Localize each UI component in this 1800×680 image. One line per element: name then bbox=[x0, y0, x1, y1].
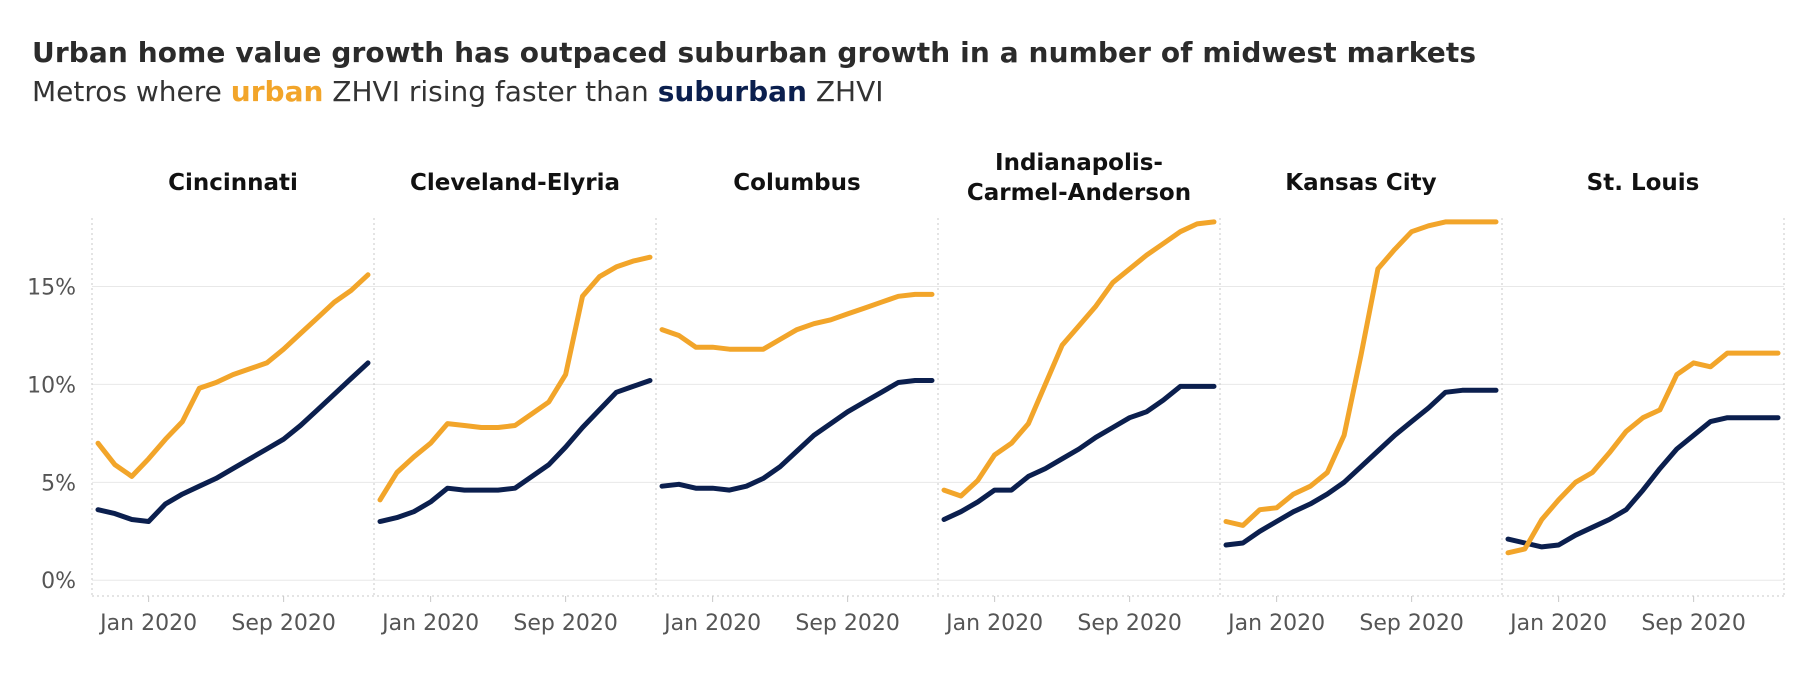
panel-title: Indianapolis- bbox=[995, 150, 1163, 176]
title-block: Urban home value growth has outpaced sub… bbox=[32, 36, 1476, 108]
x-tick-label: Sep 2020 bbox=[1077, 611, 1181, 636]
urban-series-line bbox=[95, 272, 371, 479]
panel-title: Carmel-Anderson bbox=[967, 180, 1191, 206]
urban-series-line bbox=[377, 254, 653, 503]
subtitle-suburban-word: suburban bbox=[657, 75, 807, 108]
x-tick-label: Sep 2020 bbox=[231, 611, 335, 636]
x-tick-label: Jan 2020 bbox=[380, 611, 479, 636]
urban-series-line bbox=[1505, 350, 1781, 556]
urban-series-line bbox=[941, 219, 1217, 499]
panel-title: Cleveland-Elyria bbox=[410, 170, 620, 196]
x-tick-label: Jan 2020 bbox=[1508, 611, 1607, 636]
x-tick-label: Sep 2020 bbox=[1641, 611, 1745, 636]
chart-subtitle: Metros where urban ZHVI rising faster th… bbox=[32, 75, 1476, 108]
panel-title: Kansas City bbox=[1285, 170, 1436, 196]
subtitle-suffix: ZHVI bbox=[806, 75, 884, 108]
panel-title: Columbus bbox=[733, 170, 860, 196]
suburban-series-line bbox=[941, 383, 1217, 522]
x-tick-label: Jan 2020 bbox=[944, 611, 1043, 636]
subtitle-urban-word: urban bbox=[230, 75, 324, 108]
suburban-series-line bbox=[377, 378, 653, 524]
x-tick-label: Jan 2020 bbox=[98, 611, 197, 636]
y-tick-label: 5% bbox=[41, 471, 76, 496]
panel-title: Cincinnati bbox=[168, 170, 298, 196]
x-tick-label: Sep 2020 bbox=[1359, 611, 1463, 636]
urban-series-line bbox=[1223, 219, 1499, 528]
y-tick-label: 0% bbox=[41, 569, 76, 594]
panel-title: St. Louis bbox=[1587, 170, 1700, 196]
y-tick-label: 15% bbox=[27, 276, 76, 301]
suburban-series-line bbox=[659, 378, 935, 493]
x-tick-label: Jan 2020 bbox=[1226, 611, 1325, 636]
chart-title: Urban home value growth has outpaced sub… bbox=[32, 36, 1477, 69]
x-tick-label: Sep 2020 bbox=[795, 611, 899, 636]
subtitle-prefix: Metros where bbox=[32, 75, 231, 108]
x-tick-label: Jan 2020 bbox=[662, 611, 761, 636]
suburban-series-line bbox=[95, 360, 371, 524]
suburban-series-line bbox=[1223, 387, 1499, 548]
suburban-series-line bbox=[1505, 415, 1781, 550]
urban-series-line bbox=[659, 291, 935, 352]
subtitle-middle: ZHVI rising faster than bbox=[323, 75, 658, 108]
y-tick-label: 10% bbox=[27, 373, 76, 398]
x-tick-label: Sep 2020 bbox=[513, 611, 617, 636]
